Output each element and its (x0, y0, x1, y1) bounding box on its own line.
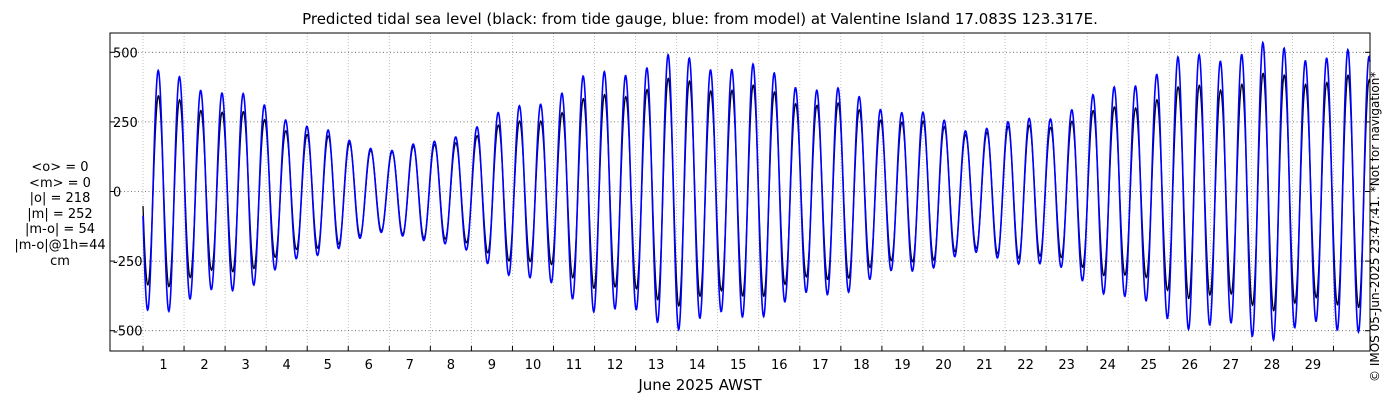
y-tick-label--500: -500 (113, 325, 143, 340)
x-tick-label-7: 7 (406, 358, 414, 373)
x-tick-label-19: 19 (894, 358, 911, 373)
x-tick-label-28: 28 (1264, 358, 1281, 373)
series-lines (142, 40, 1371, 343)
x-tick-label-24: 24 (1099, 358, 1116, 373)
x-tick-label-2: 2 (200, 358, 208, 373)
x-tick-label-14: 14 (689, 358, 706, 373)
stats-panel: <o> = 0 <m> = 0 |o| = 218 |m| = 252 |m-o… (14, 160, 106, 269)
series-line-model (142, 40, 1371, 343)
x-tick-label-21: 21 (976, 358, 993, 373)
x-tick-label-15: 15 (730, 358, 747, 373)
stat-unit: cm (50, 253, 70, 269)
x-tick-label-23: 23 (1058, 358, 1075, 373)
y-tick-label-0: 0 (113, 186, 121, 201)
x-tick-label-10: 10 (525, 358, 542, 373)
x-tick-label-11: 11 (566, 358, 583, 373)
stat-abs-model: |m| = 252 (27, 206, 93, 222)
y-tick-label-250: 250 (113, 116, 138, 131)
x-axis-label: June 2025 AWST (638, 376, 762, 394)
x-tick-label-18: 18 (853, 358, 870, 373)
x-tick-label-17: 17 (812, 358, 829, 373)
x-tick-label-20: 20 (935, 358, 952, 373)
x-tick-label-27: 27 (1223, 358, 1240, 373)
axis-ticks (110, 51, 1370, 351)
y-tick-label--250: -250 (113, 255, 143, 270)
x-tick-label-22: 22 (1017, 358, 1034, 373)
x-tick-label-8: 8 (447, 358, 455, 373)
x-tick-label-6: 6 (365, 358, 373, 373)
x-tick-label-13: 13 (648, 358, 665, 373)
x-tick-label-1: 1 (159, 358, 167, 373)
stat-abs-diff-1h: |m-o|@1h=44 (14, 237, 106, 253)
y-tick-labels: 500 250 0 -250 -500 (113, 46, 143, 339)
x-tick-label-16: 16 (771, 358, 788, 373)
x-tick-label-12: 12 (607, 358, 624, 373)
stat-abs-observed: |o| = 218 (29, 191, 91, 207)
x-tick-labels: 1 2 3 4 5 6 7 8 9 10 11 12 13 14 15 16 17 18 19 20 21 22 23 24 2… (159, 358, 1321, 373)
stat-abs-diff: |m-o| = 54 (24, 222, 95, 238)
x-tick-label-3: 3 (241, 358, 249, 373)
plot-frame (109, 32, 1371, 352)
x-tick-label-5: 5 (324, 358, 332, 373)
x-tick-label-29: 29 (1305, 358, 1322, 373)
chart-title: Predicted tidal sea level (black: from t… (302, 10, 1098, 28)
x-tick-label-25: 25 (1140, 358, 1157, 373)
credit-text: © IMOS 05-Jun-2025 23:47:41. *Not for na… (1368, 71, 1382, 382)
stat-mean-observed: <o> = 0 (31, 160, 89, 175)
stat-mean-model: <m> = 0 (29, 175, 91, 191)
x-tick-label-4: 4 (283, 358, 291, 373)
y-tick-label-500: 500 (113, 46, 138, 61)
x-tick-label-26: 26 (1182, 358, 1199, 373)
x-tick-label-9: 9 (488, 358, 496, 373)
